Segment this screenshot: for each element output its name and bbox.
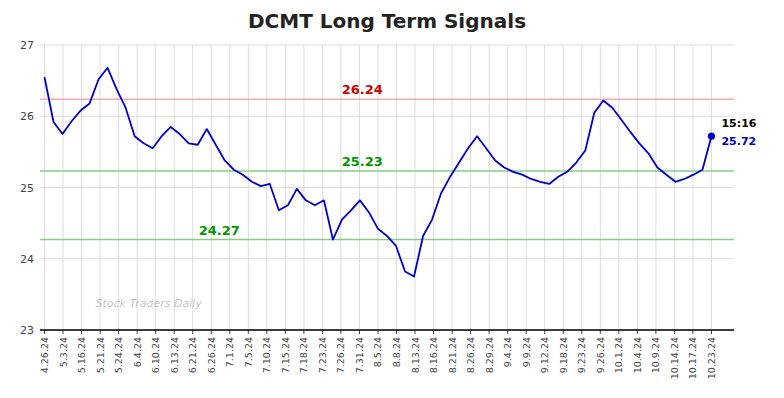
grid-line (81, 45, 82, 330)
x-tick-label: 8.21.24 (447, 337, 458, 373)
grid-line (526, 45, 527, 330)
x-tick-label: 9.12.24 (539, 337, 550, 373)
y-tick-label: 27 (20, 39, 34, 52)
x-tick-label: 10.4.24 (632, 337, 643, 373)
x-tick-label: 9.9.24 (521, 337, 532, 367)
x-tick-label: 10.14.24 (669, 337, 680, 379)
level-label: 26.24 (342, 82, 383, 97)
grid-line (581, 45, 582, 330)
x-tick-label: 8.13.24 (410, 337, 421, 373)
grid-line (174, 45, 175, 330)
x-tick-label: 8.26.24 (465, 337, 476, 373)
grid-line (40, 187, 734, 188)
x-axis (40, 329, 734, 331)
x-tick-label: 5.21.24 (95, 337, 106, 373)
grid-line (266, 45, 267, 330)
level-line (40, 239, 734, 241)
x-tick-label: 6.21.24 (187, 337, 198, 373)
x-tick-label: 10.1.24 (613, 337, 624, 373)
x-tick-label: 9.26.24 (595, 337, 606, 373)
end-label: 15:16 (721, 117, 756, 130)
x-tick-label: 7.18.24 (298, 337, 309, 373)
x-tick-label: 9.23.24 (576, 337, 587, 373)
x-tick-label: 7.23.24 (317, 337, 328, 373)
grid-line (396, 45, 397, 330)
x-tick-label: 7.1.24 (224, 337, 235, 367)
grid-line (40, 330, 734, 331)
grid-line (674, 45, 675, 330)
end-label: 25.72 (721, 135, 756, 148)
x-tick-label: 8.8.24 (391, 337, 402, 367)
grid-line (452, 45, 453, 330)
watermark: Stock Traders Daily (96, 297, 203, 310)
grid-line (489, 45, 490, 330)
x-tick-label: 5.24.24 (113, 337, 124, 373)
x-tick-label: 10.23.24 (706, 337, 717, 379)
level-line (40, 98, 734, 100)
x-tick-label: 7.26.24 (335, 337, 346, 373)
level-label: 24.27 (199, 223, 240, 238)
x-tick-label: 7.10.24 (261, 337, 272, 373)
grid-line (100, 45, 101, 330)
x-tick-label: 4.26.24 (39, 337, 50, 373)
x-tick-label: 6.10.24 (150, 337, 161, 373)
x-tick-label: 8.5.24 (372, 337, 383, 367)
grid-line (544, 45, 545, 330)
grid-line (711, 45, 712, 330)
grid-line (211, 45, 212, 330)
x-tick-label: 6.4.24 (132, 337, 143, 367)
plot-area (40, 68, 734, 277)
grid-line (600, 45, 601, 330)
x-tick-label: 6.26.24 (206, 337, 217, 373)
grid-line (692, 45, 693, 330)
x-tick-label: 5.3.24 (58, 337, 69, 367)
x-tick-label: 10.17.24 (687, 337, 698, 379)
grid-line (637, 45, 638, 330)
x-tick-label: 9.4.24 (502, 337, 513, 367)
x-tick-label: 7.15.24 (280, 337, 291, 373)
grid (40, 45, 734, 330)
x-tick-label: 10.9.24 (650, 337, 661, 373)
grid-line (40, 45, 734, 46)
grid-line (248, 45, 249, 330)
grid-line (322, 45, 323, 330)
title: DCMT Long Term Signals (248, 9, 526, 33)
grid-line (303, 45, 304, 330)
level-label: 25.23 (342, 154, 383, 169)
grid-line (40, 116, 734, 117)
grid-line (507, 45, 508, 330)
grid-line (655, 45, 656, 330)
grid-line (63, 45, 64, 330)
end-dot (708, 133, 715, 140)
y-tick-label: 25 (20, 182, 34, 195)
price-line (45, 68, 712, 277)
grid-line (155, 45, 156, 330)
grid-line (229, 45, 230, 330)
x-tick-label: 8.29.24 (484, 337, 495, 373)
grid-line (192, 45, 193, 330)
x-tick-label: 7.31.24 (354, 337, 365, 373)
grid-line (415, 45, 416, 330)
x-tick-label: 8.16.24 (428, 337, 439, 373)
grid-line (618, 45, 619, 330)
x-tick-label: 7.5.24 (243, 337, 254, 367)
level-line (40, 170, 734, 172)
x-tick-label: 5.16.24 (76, 337, 87, 373)
grid-line (563, 45, 564, 330)
grid-line (137, 45, 138, 330)
grid-line (285, 45, 286, 330)
x-tick-label: 6.13.24 (169, 337, 180, 373)
grid-line (433, 45, 434, 330)
grid-line (118, 45, 119, 330)
grid-line (40, 258, 734, 259)
chart: DCMT Long Term Signals 23 24 25 26 27 4.26.24 5… (0, 0, 784, 398)
y-tick-label: 24 (20, 253, 34, 266)
x-tick-label: 9.18.24 (558, 337, 569, 373)
grid-line (470, 45, 471, 330)
y-tick-label: 23 (20, 324, 34, 337)
y-tick-label: 26 (20, 110, 34, 123)
grid-line (44, 45, 45, 330)
